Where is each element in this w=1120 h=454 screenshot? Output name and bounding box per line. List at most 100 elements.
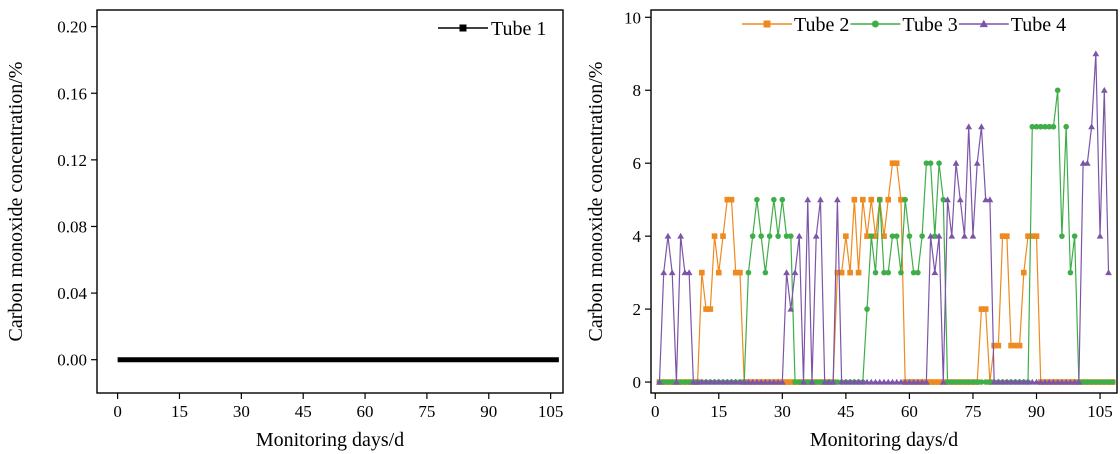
data-point bbox=[724, 196, 731, 203]
data-point bbox=[1084, 379, 1091, 385]
y-axis-title: Carbon monoxide concentration/% bbox=[585, 62, 607, 342]
data-point bbox=[855, 269, 862, 276]
data-point bbox=[999, 378, 1006, 385]
data-point bbox=[965, 379, 972, 385]
data-point bbox=[736, 378, 744, 385]
data-point bbox=[720, 233, 726, 239]
data-point bbox=[881, 269, 887, 276]
data-point bbox=[1004, 233, 1010, 239]
data-point bbox=[1083, 159, 1091, 166]
data-point bbox=[656, 378, 663, 385]
data-point bbox=[757, 378, 765, 385]
data-point bbox=[855, 378, 862, 385]
data-point bbox=[1003, 378, 1011, 385]
data-point bbox=[860, 196, 866, 203]
data-point bbox=[788, 379, 794, 385]
data-point bbox=[817, 196, 824, 203]
data-point bbox=[927, 379, 934, 385]
y-tick-label: 6 bbox=[633, 154, 642, 173]
data-point bbox=[868, 233, 875, 239]
data-point bbox=[682, 379, 688, 385]
data-point bbox=[711, 378, 718, 385]
chart-1: 0 15 30 45 60 75 90 105 0.00 0.04 0.08 0.12 0.16 0.20… bbox=[5, 9, 564, 451]
data-point bbox=[897, 378, 905, 385]
data-point bbox=[783, 233, 790, 239]
data-point bbox=[986, 196, 994, 203]
data-point bbox=[685, 269, 693, 276]
data-point bbox=[1033, 378, 1040, 385]
y-tick-label: 10 bbox=[624, 8, 641, 27]
data-point bbox=[885, 269, 892, 276]
data-point bbox=[867, 378, 875, 385]
data-point bbox=[990, 378, 998, 385]
data-point bbox=[876, 196, 883, 203]
data-point bbox=[898, 196, 904, 203]
y-tick-label: 0.08 bbox=[57, 217, 87, 236]
series-line bbox=[659, 162, 1113, 383]
legend-label: Tube 2 bbox=[794, 14, 849, 36]
data-point bbox=[753, 378, 761, 385]
x-axis-title: Monitoring days/d bbox=[256, 429, 404, 451]
data-point bbox=[948, 379, 955, 385]
data-point bbox=[893, 233, 900, 239]
data-point bbox=[1050, 378, 1057, 385]
x-tick-label: 30 bbox=[774, 402, 791, 421]
data-point bbox=[923, 160, 930, 166]
data-point bbox=[702, 378, 710, 385]
data-point bbox=[999, 233, 1006, 239]
data-point bbox=[1025, 233, 1031, 239]
data-point bbox=[842, 378, 850, 385]
data-point bbox=[1045, 378, 1053, 385]
data-point bbox=[1092, 50, 1100, 57]
legend-label: Tube 1 bbox=[491, 18, 546, 40]
data-point bbox=[982, 196, 990, 203]
data-point bbox=[703, 306, 709, 312]
data-point bbox=[813, 379, 820, 385]
data-point bbox=[927, 232, 934, 239]
data-point bbox=[677, 379, 684, 385]
legend: Tube 1 bbox=[438, 18, 546, 40]
data-point bbox=[1042, 123, 1048, 130]
data-point bbox=[846, 378, 854, 385]
data-point bbox=[711, 233, 718, 239]
data-point bbox=[1037, 123, 1044, 130]
data-point bbox=[1109, 379, 1116, 385]
data-point bbox=[872, 378, 879, 385]
data-point bbox=[812, 232, 820, 239]
data-point bbox=[821, 378, 829, 385]
data-point bbox=[936, 379, 942, 385]
data-point bbox=[1080, 379, 1086, 385]
series-tube-4 bbox=[656, 50, 1112, 385]
data-point bbox=[940, 196, 947, 203]
data-point bbox=[1021, 269, 1027, 276]
data-point bbox=[715, 378, 723, 385]
plot-frame bbox=[96, 9, 564, 394]
data-point bbox=[978, 379, 985, 385]
y-tick-label: 0.04 bbox=[57, 284, 87, 303]
data-point bbox=[1105, 269, 1112, 276]
data-point bbox=[834, 196, 841, 203]
data-point bbox=[893, 378, 901, 385]
chart-2: 0 15 30 45 60 75 90 105 0 2 4 6 8 10 Monitoring days/d… bbox=[585, 8, 1118, 451]
data-point bbox=[851, 196, 858, 203]
data-point bbox=[698, 378, 706, 385]
plot-frame bbox=[650, 9, 1118, 394]
data-point bbox=[829, 378, 837, 385]
data-point bbox=[901, 378, 909, 385]
y-tick-label: 0 bbox=[633, 373, 642, 392]
data-point bbox=[791, 269, 799, 276]
data-point bbox=[715, 269, 722, 276]
data-point bbox=[728, 378, 735, 385]
data-point bbox=[1029, 123, 1036, 130]
data-point bbox=[961, 232, 968, 239]
data-point bbox=[982, 379, 989, 385]
y-tick-label: 0.16 bbox=[57, 84, 87, 103]
y-tick-label: 2 bbox=[633, 300, 642, 319]
data-point bbox=[970, 379, 976, 385]
data-point bbox=[1088, 123, 1095, 130]
data-point bbox=[995, 378, 1002, 385]
data-point bbox=[1088, 379, 1095, 385]
data-point bbox=[677, 232, 685, 239]
data-point bbox=[889, 378, 896, 385]
data-point bbox=[1033, 233, 1040, 239]
